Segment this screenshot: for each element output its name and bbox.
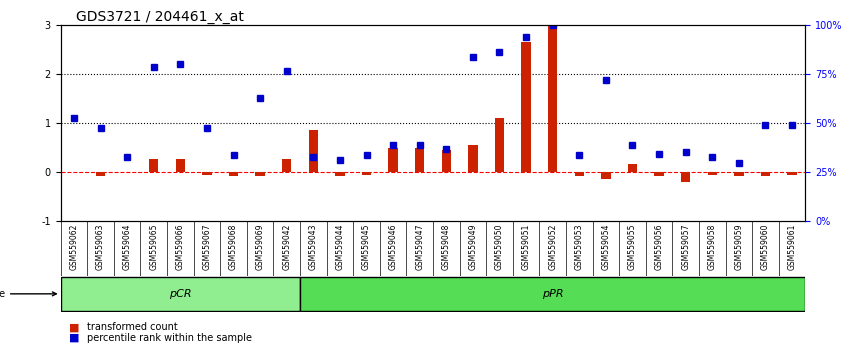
Bar <box>229 172 238 176</box>
Text: GSM559046: GSM559046 <box>389 224 397 270</box>
Text: GSM559065: GSM559065 <box>149 224 158 270</box>
FancyBboxPatch shape <box>61 277 300 311</box>
Bar <box>203 172 211 175</box>
Text: pPR: pPR <box>542 289 564 299</box>
Bar <box>362 172 372 175</box>
Text: ■: ■ <box>69 322 80 332</box>
Text: GSM559049: GSM559049 <box>469 224 477 270</box>
Bar <box>494 118 504 172</box>
Bar <box>681 172 690 182</box>
Text: GDS3721 / 204461_x_at: GDS3721 / 204461_x_at <box>75 10 243 24</box>
Text: GSM559064: GSM559064 <box>123 224 132 270</box>
Bar <box>282 159 291 172</box>
Bar <box>655 172 663 176</box>
Text: GSM559054: GSM559054 <box>601 224 611 270</box>
Bar <box>787 172 797 175</box>
Bar <box>255 172 265 176</box>
Text: GSM559067: GSM559067 <box>203 224 211 270</box>
Bar <box>389 148 397 172</box>
Bar <box>176 159 185 172</box>
Text: GSM559059: GSM559059 <box>734 224 743 270</box>
Text: GSM559048: GSM559048 <box>442 224 451 270</box>
Text: GSM559045: GSM559045 <box>362 224 371 270</box>
Text: GSM559063: GSM559063 <box>96 224 105 270</box>
Text: GSM559047: GSM559047 <box>415 224 424 270</box>
Text: transformed count: transformed count <box>87 322 178 332</box>
Bar <box>601 172 611 179</box>
Bar <box>149 159 158 172</box>
Bar <box>521 42 531 172</box>
Text: GSM559055: GSM559055 <box>628 224 637 270</box>
Text: percentile rank within the sample: percentile rank within the sample <box>87 333 252 343</box>
Text: GSM559050: GSM559050 <box>495 224 504 270</box>
Text: GSM559056: GSM559056 <box>655 224 663 270</box>
Text: GSM559051: GSM559051 <box>521 224 531 270</box>
Bar <box>415 148 424 172</box>
Text: pCR: pCR <box>169 289 191 299</box>
FancyBboxPatch shape <box>300 277 805 311</box>
Text: GSM559044: GSM559044 <box>335 224 345 270</box>
Text: GSM559042: GSM559042 <box>282 224 291 270</box>
Bar <box>575 172 584 176</box>
Text: disease state: disease state <box>0 289 56 299</box>
Text: GSM559060: GSM559060 <box>761 224 770 270</box>
Bar <box>548 25 558 172</box>
Bar <box>469 145 477 172</box>
Bar <box>96 172 105 176</box>
Text: GSM559052: GSM559052 <box>548 224 557 270</box>
Text: GSM559057: GSM559057 <box>682 224 690 270</box>
Bar <box>628 164 637 172</box>
Bar <box>734 172 744 176</box>
Text: GSM559053: GSM559053 <box>575 224 584 270</box>
Text: GSM559061: GSM559061 <box>787 224 797 270</box>
Bar <box>335 172 345 176</box>
Text: GSM559062: GSM559062 <box>69 224 79 270</box>
Bar <box>708 172 717 175</box>
Text: GSM559069: GSM559069 <box>255 224 265 270</box>
Text: GSM559068: GSM559068 <box>229 224 238 270</box>
Text: GSM559066: GSM559066 <box>176 224 184 270</box>
Bar <box>442 150 451 172</box>
Bar <box>308 130 318 172</box>
Text: GSM559058: GSM559058 <box>708 224 717 270</box>
Text: GSM559043: GSM559043 <box>309 224 318 270</box>
Text: ■: ■ <box>69 333 80 343</box>
Bar <box>761 172 770 176</box>
